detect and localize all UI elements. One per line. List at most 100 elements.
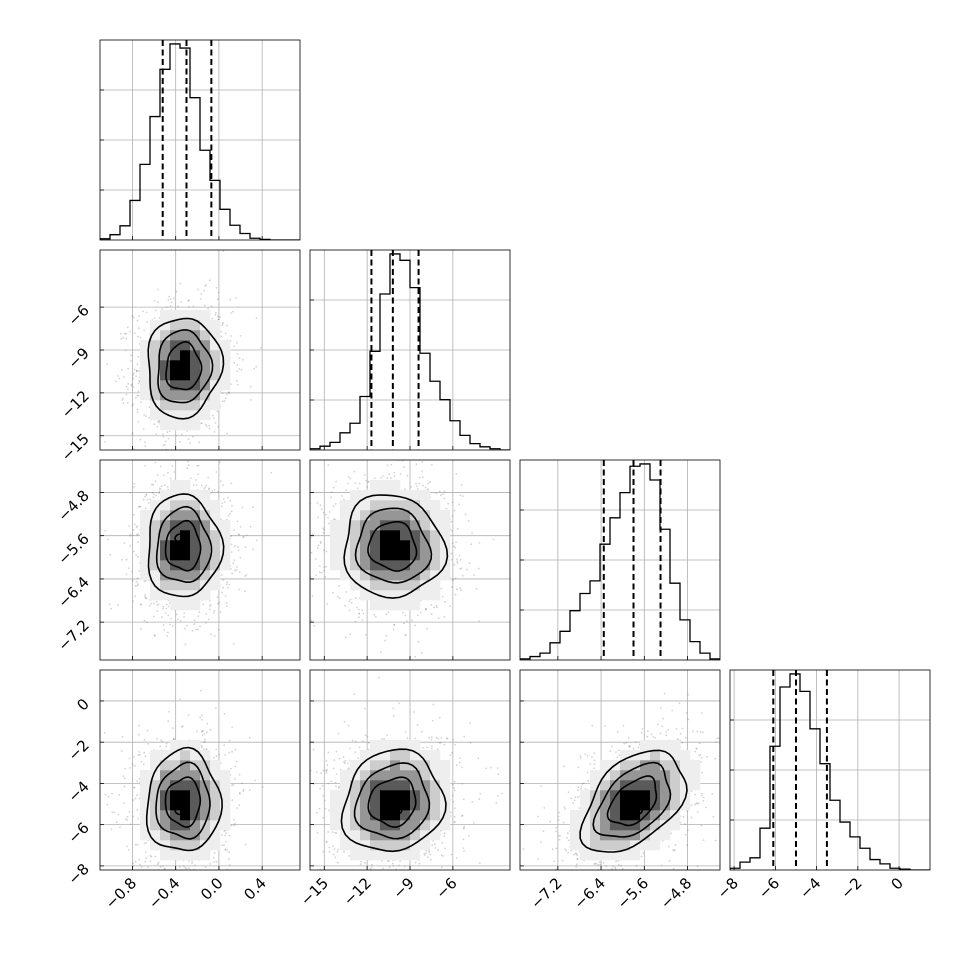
scatter-point [131, 385, 133, 387]
density-cell [400, 600, 411, 611]
scatter-point [136, 525, 139, 528]
scatter-point [209, 605, 211, 608]
density-cell [350, 490, 361, 501]
density-cell [140, 530, 151, 541]
density-cell [170, 510, 181, 521]
scatter-point [323, 528, 325, 531]
scatter-point [358, 612, 361, 615]
scatter-point [157, 603, 160, 606]
scatter-point [244, 590, 246, 593]
density-cell [170, 600, 181, 611]
scatter-point [387, 611, 390, 614]
scatter-point [456, 560, 458, 563]
scatter-point [205, 613, 208, 615]
density-cell [370, 540, 381, 551]
scatter-point [203, 487, 206, 490]
panel-content [301, 454, 510, 668]
scatter-point [390, 463, 393, 466]
scatter-point [404, 488, 406, 491]
scatter-point [129, 491, 132, 494]
density-cell [200, 400, 211, 411]
histogram-step-line [100, 43, 300, 240]
density-cell [200, 320, 211, 331]
scatter-point [201, 714, 204, 717]
density-cell [380, 560, 391, 571]
scatter-point [152, 496, 155, 499]
panel-content [100, 670, 300, 870]
density-cell [220, 340, 231, 351]
density-cell [160, 340, 171, 351]
scatter-point [138, 315, 140, 318]
scatter-point [132, 376, 134, 379]
scatter-point [136, 577, 139, 579]
scatter-point [387, 454, 389, 456]
scatter-point [349, 633, 352, 635]
scatter-point [143, 580, 146, 583]
scatter-point [213, 861, 216, 863]
density-cell [170, 400, 181, 411]
scatter-point [124, 349, 127, 352]
scatter-point [171, 624, 174, 627]
scatter-point [252, 506, 254, 509]
scatter-point [322, 511, 325, 514]
scatter-point [117, 604, 119, 606]
scatter-point [131, 315, 134, 317]
density-cell [380, 520, 391, 531]
density-cell [160, 320, 171, 331]
scatter-point [126, 401, 129, 404]
density-cell [400, 510, 411, 521]
density-cell [420, 570, 431, 581]
scatter-point [191, 861, 194, 864]
scatter-point [202, 603, 205, 606]
scatter-point [131, 431, 134, 434]
scatter-point [215, 287, 218, 289]
scatter-point [144, 860, 147, 863]
scatter-point [416, 614, 419, 617]
density-cell [200, 530, 211, 541]
density-cell [180, 560, 191, 571]
scatter-point [317, 544, 320, 547]
scatter-point [192, 484, 195, 487]
scatter-point [373, 613, 376, 616]
scatter-point [144, 507, 147, 510]
scatter-point [162, 444, 165, 447]
density-cell [150, 410, 161, 421]
density-cell [210, 570, 221, 581]
scatter-point [213, 609, 216, 612]
scatter-point [166, 486, 169, 488]
scatter-point [327, 464, 330, 466]
y-tick-label: −6 [64, 301, 92, 329]
scatter-point [475, 588, 478, 590]
density-cell [160, 560, 171, 571]
scatter-point [119, 333, 122, 335]
scatter-point [255, 365, 258, 368]
scatter-point [320, 571, 323, 574]
y-tick-label: −4.8 [54, 487, 92, 525]
scatter-point [459, 567, 462, 570]
scatter-point [365, 479, 368, 482]
scatter-point [230, 510, 233, 513]
scatter-point [478, 620, 480, 623]
scatter-point [426, 666, 428, 668]
scatter-point [217, 315, 219, 318]
density-cell [140, 510, 151, 521]
scatter-point [242, 535, 245, 538]
density-cell [360, 580, 371, 591]
scatter-point [381, 475, 384, 477]
scatter-point [204, 285, 206, 287]
density-cell [210, 360, 221, 371]
scatter-point [191, 629, 194, 632]
scatter-point [221, 392, 224, 395]
scatter-point [156, 425, 159, 428]
density-cell [150, 390, 161, 401]
scatter-point [143, 414, 146, 416]
scatter-point [322, 527, 325, 530]
density-cell [410, 590, 421, 601]
density-cell [150, 350, 161, 361]
scatter-point [301, 568, 303, 570]
scatter-point [195, 628, 197, 631]
scatter-point [221, 324, 224, 327]
scatter-point [196, 628, 199, 631]
scatter-point [161, 308, 163, 310]
density-cell [190, 400, 201, 411]
